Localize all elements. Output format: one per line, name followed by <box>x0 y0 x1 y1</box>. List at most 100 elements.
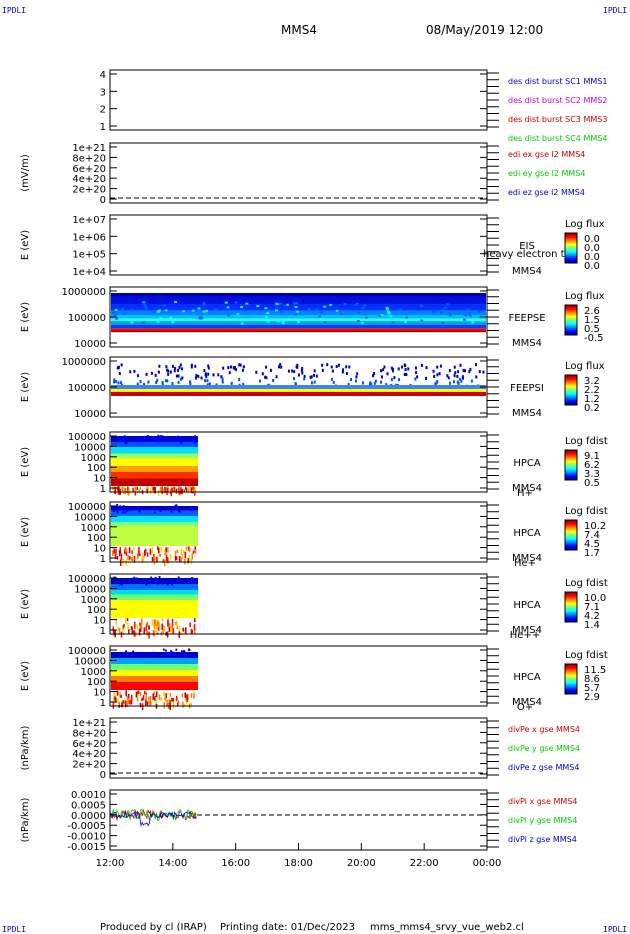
feepsi-speckle <box>156 378 159 382</box>
y-tick-label: 2 <box>100 105 106 116</box>
feepse-speckle <box>282 322 286 325</box>
hpca-speckle <box>114 553 117 559</box>
colorbar-tick-label: 1.4 <box>584 620 600 631</box>
hpca-speckle <box>188 555 191 562</box>
feepsi-speckle <box>113 378 116 382</box>
panels-group: 4 3 2 1 des dist burst SC1 MMS1 des dist burs… <box>20 69 608 853</box>
hpca-band <box>111 590 198 595</box>
y-tick-label: -0.0010 <box>67 832 106 843</box>
feepsi-speckle <box>390 366 393 370</box>
feepsi-speckle <box>177 374 180 378</box>
feepsi-speckle <box>439 364 442 368</box>
hpca-band <box>111 652 198 658</box>
hpca-speckle <box>163 701 165 709</box>
feepse-speckle <box>162 304 166 307</box>
feepsi-speckle <box>190 365 193 369</box>
chart-title: MMS4 <box>281 23 317 37</box>
feepsi-speckle <box>293 370 296 374</box>
feepsi-speckle <box>425 366 428 370</box>
hpca-speckle <box>126 695 129 703</box>
feepsi-speckle <box>217 373 220 377</box>
feepse-speckle <box>440 311 444 314</box>
feepsi-speckle <box>295 365 298 369</box>
hpca-speckle <box>139 702 142 708</box>
feepse-speckle <box>323 321 327 324</box>
hpca-speckle <box>187 694 189 700</box>
feepsi-speckle <box>277 365 280 369</box>
y-tick-label: 1e+04 <box>72 267 106 278</box>
legend-entry: edi ey gse l2 MMS4 <box>508 169 586 178</box>
hpca-speckle <box>192 489 194 493</box>
y-tick-label: 1 <box>100 626 106 637</box>
feepsi-speckle <box>432 369 435 373</box>
feepsi-speckle <box>181 367 184 371</box>
hpca-speckle <box>116 556 119 560</box>
hpca-speckle <box>152 436 155 439</box>
hpca-speckle <box>121 701 124 707</box>
hpca-speckle <box>163 691 165 696</box>
feepsi-speckle <box>453 374 456 378</box>
y-tick-label: 10000 <box>74 512 106 523</box>
feepse-speckle <box>364 316 368 319</box>
hpca-speckle <box>136 486 139 490</box>
feepsi-speckle <box>452 380 455 384</box>
hpca-speckle <box>146 552 149 557</box>
feepsi-speckle <box>436 380 439 384</box>
colorbar-tick-label: 0.5 <box>584 478 600 489</box>
hpca-speckle <box>162 648 165 651</box>
feepse-speckle <box>143 305 147 308</box>
feepsi-speckle <box>154 373 157 377</box>
feepsi-speckle <box>345 371 348 375</box>
colorbar-title: Log fdist <box>565 578 608 589</box>
y-tick-label: 1e+06 <box>72 232 106 243</box>
hpca-speckle <box>175 648 178 651</box>
hpca-speckle <box>190 629 193 635</box>
y-tick-label: 1000 <box>81 523 106 534</box>
hpca-speckle <box>143 438 146 441</box>
y-tick-label: 100 <box>87 605 106 616</box>
x-tick-label: 14:00 <box>158 858 187 869</box>
y-tick-label: 2e+20 <box>72 185 106 196</box>
hpca-speckle <box>171 697 173 702</box>
instrument-label: HPCA <box>513 458 541 469</box>
hpca-speckle <box>154 622 156 627</box>
hpca-speckle <box>119 559 122 566</box>
hpca-speckle <box>191 437 194 440</box>
colorbar-tick-label: 3.2 <box>584 376 600 387</box>
feepsi-speckle <box>457 382 460 386</box>
spacecraft-label: MMS4 <box>512 553 542 564</box>
hpca-speckle <box>138 625 141 629</box>
hpca-speckle <box>132 577 135 580</box>
hpca-speckle <box>158 550 160 557</box>
hpca-speckle <box>160 486 162 492</box>
feepsi-speckle <box>447 376 450 380</box>
feepse-speckle <box>245 302 249 305</box>
hpca-speckle <box>176 436 179 439</box>
hpca-speckle <box>171 618 174 626</box>
hpca-speckle <box>165 693 168 699</box>
colorbar-title: Log fdist <box>565 436 608 447</box>
feepsi-speckle <box>401 365 404 369</box>
hpca-speckle <box>145 699 147 706</box>
feepsi-speckle <box>470 379 473 383</box>
hpca-speckle <box>114 653 117 656</box>
feepsi-speckle <box>220 375 223 379</box>
hpca-speckle <box>157 434 160 437</box>
feepsi-speckle <box>207 372 210 376</box>
hpca-speckle <box>112 550 114 557</box>
y-tick-label: 4e+20 <box>72 174 106 185</box>
feepsi-speckle <box>238 363 241 367</box>
feepsi-speckle <box>468 370 471 374</box>
hpca-speckle <box>194 618 196 623</box>
feepse-speckle <box>203 303 207 306</box>
feepsi-speckle <box>279 363 282 367</box>
divpi-series-line <box>110 810 197 828</box>
feepse-speckle <box>386 308 390 311</box>
feepsi-speckle <box>380 369 383 373</box>
hpca-speckle <box>128 547 131 554</box>
hpca-speckle <box>164 655 167 658</box>
feepsi-speckle <box>287 369 290 373</box>
hpca-speckle <box>179 578 182 581</box>
feepse-speckle <box>398 308 402 311</box>
